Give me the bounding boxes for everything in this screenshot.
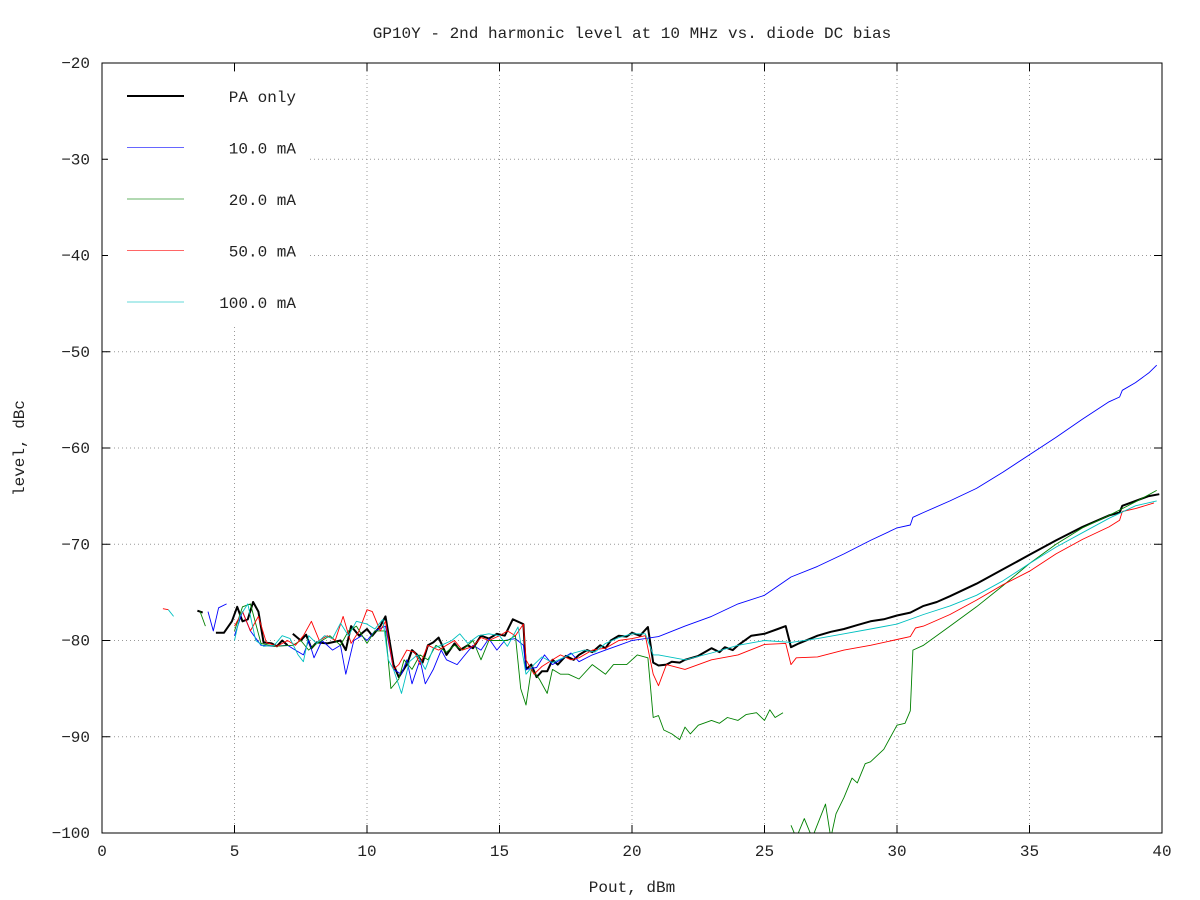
- y-tick-label: −30: [61, 151, 90, 169]
- legend-label: 10.0 mA: [229, 141, 297, 159]
- x-tick-label: 20: [622, 843, 641, 861]
- legend-item: 50.0 mA: [127, 244, 296, 262]
- y-tick-label: −70: [61, 536, 90, 554]
- legend-label: 20.0 mA: [229, 192, 297, 210]
- series-20-0-ma: [199, 490, 1157, 833]
- legend-label: PA only: [229, 89, 297, 107]
- x-tick-label: 0: [97, 843, 107, 861]
- legend: PA only 10.0 mA 20.0 mA 50.0 mA 100.0 mA: [108, 75, 308, 325]
- x-tick-label: 15: [490, 843, 509, 861]
- x-tick-label: 10: [357, 843, 376, 861]
- x-tick-label: 30: [887, 843, 906, 861]
- series-50-0-ma: [162, 502, 1155, 687]
- legend-label: 50.0 mA: [229, 244, 297, 262]
- ticks: 0 5 10 15 20 25 30 35 40 −100 −90 −80 −70 −60 −50 −40 −3…: [52, 55, 1172, 861]
- x-tick-label: 35: [1020, 843, 1039, 861]
- legend-item: 10.0 mA: [127, 141, 296, 159]
- y-tick-label: −20: [61, 55, 90, 73]
- x-tick-label: 40: [1152, 843, 1171, 861]
- y-tick-label: −80: [61, 633, 90, 651]
- x-axis-label: Pout, dBm: [589, 879, 675, 897]
- chart-title: GP10Y - 2nd harmonic level at 10 MHz vs.…: [373, 25, 891, 43]
- legend-background: [108, 75, 308, 325]
- legend-item: PA only: [127, 89, 296, 107]
- legend-item: 20.0 mA: [127, 192, 296, 210]
- x-tick-label: 25: [755, 843, 774, 861]
- y-tick-label: −100: [52, 825, 90, 843]
- series-group: [162, 364, 1160, 833]
- legend-label: 100.0 mA: [219, 295, 296, 313]
- series-10-0-ma: [207, 364, 1158, 685]
- y-tick-label: −40: [61, 248, 90, 266]
- y-tick-label: −60: [61, 440, 90, 458]
- x-tick-label: 5: [230, 843, 240, 861]
- plot-border: [101, 62, 1163, 834]
- y-axis-label: level, dBc: [11, 400, 29, 496]
- legend-item: 100.0 mA: [127, 295, 296, 313]
- y-tick-label: −90: [61, 729, 90, 747]
- series-line: [207, 364, 1158, 685]
- series-line: [162, 502, 1155, 687]
- series-line: [167, 500, 1157, 694]
- y-tick-label: −50: [61, 344, 90, 362]
- series-100-0-ma: [167, 500, 1157, 694]
